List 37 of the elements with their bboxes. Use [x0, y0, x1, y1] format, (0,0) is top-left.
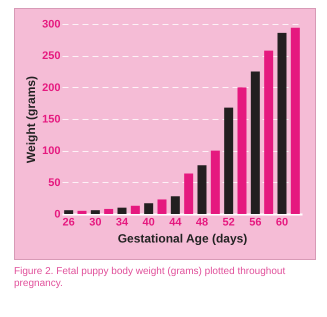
bar [290, 28, 300, 214]
y-tick-label: 150 [42, 114, 60, 126]
x-tick-label: 52 [222, 216, 235, 228]
bar [184, 173, 194, 214]
bar [104, 208, 114, 214]
x-tick-label: 60 [276, 216, 288, 228]
x-tick-label: 26 [62, 216, 75, 228]
bar [264, 50, 274, 214]
y-tick-label: 100 [42, 145, 60, 158]
bar [224, 108, 234, 214]
bar [158, 199, 166, 214]
bar [238, 87, 246, 214]
x-tick-label: 44 [169, 216, 182, 228]
bar [130, 206, 140, 214]
y-tick-label: 200 [42, 82, 60, 94]
x-tick-label: 30 [89, 216, 102, 228]
x-tick-label: 56 [249, 216, 262, 228]
y-tick-label: 50 [48, 176, 60, 189]
bar [144, 203, 154, 214]
y-tick-label: 300 [42, 18, 60, 30]
x-axis-title: Gestational Age (days) [118, 232, 248, 246]
bar [210, 150, 220, 214]
bar [78, 210, 86, 214]
bar [198, 165, 206, 214]
caption: Figure 2. Fetal puppy body weight (grams) plotted throughout pregnancy. [14, 266, 286, 290]
bar [64, 210, 74, 214]
y-tick-label: 0 [54, 208, 60, 220]
x-tick-label: 40 [142, 216, 155, 228]
x-tick-label: 34 [116, 216, 129, 228]
y-tick-label: 250 [42, 50, 60, 62]
bar [90, 210, 100, 214]
y-axis-title: Weight (grams) [24, 76, 38, 164]
x-tick-label: 48 [196, 216, 208, 228]
bar [170, 196, 180, 214]
bar [118, 208, 126, 214]
bar [278, 32, 286, 214]
bar [250, 72, 260, 214]
